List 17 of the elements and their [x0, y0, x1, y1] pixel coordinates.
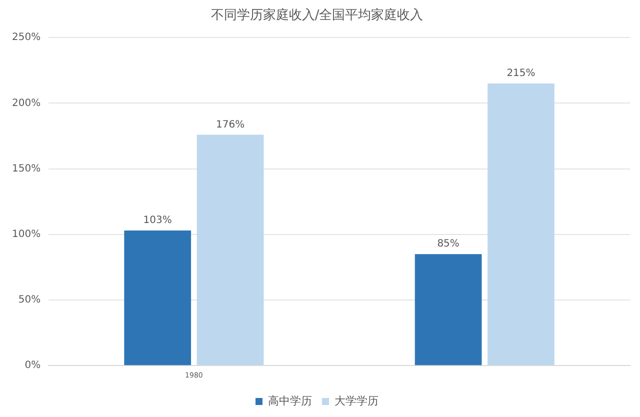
legend-label: 高中学历	[268, 394, 312, 408]
bar	[124, 230, 192, 366]
bar	[196, 134, 264, 366]
legend-label: 大学学历	[334, 394, 378, 408]
chart-title: 不同学历家庭收入/全国平均家庭收入	[210, 7, 424, 24]
data-label: 215%	[506, 68, 536, 80]
y-tick-label: 250%	[12, 32, 41, 44]
data-label: 85%	[437, 238, 460, 250]
bar	[488, 84, 554, 366]
y-tick-label: 200%	[12, 98, 41, 109]
data-label: 103%	[143, 215, 172, 226]
y-tick-label: 150%	[12, 163, 41, 174]
bar	[414, 254, 482, 366]
data-label: 176%	[216, 119, 245, 130]
y-tick-label: 100%	[12, 228, 41, 240]
y-tick-label: 50%	[18, 294, 41, 306]
y-tick-label: 0%	[24, 360, 41, 372]
